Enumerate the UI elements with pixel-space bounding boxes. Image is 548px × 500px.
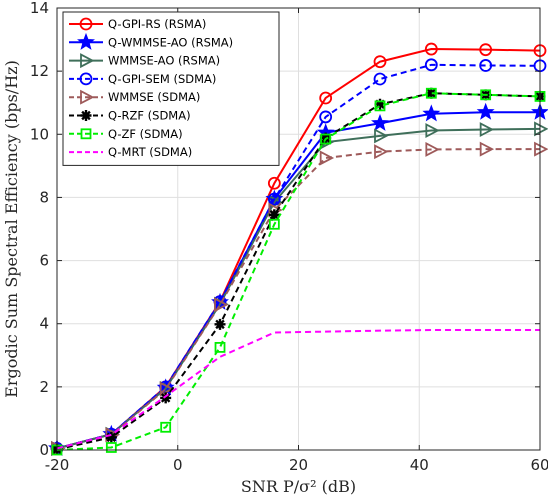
data-point xyxy=(479,43,493,57)
legend: Q-GPI-RS (RSMA) Q-WMMSE-AO (RSMA) WMMSE-AO… xyxy=(62,11,280,166)
data-point xyxy=(479,141,495,157)
data-point xyxy=(267,192,281,206)
x-tick-label: -20 xyxy=(45,456,70,474)
data-point xyxy=(479,122,495,138)
data-point xyxy=(425,123,440,138)
data-point xyxy=(534,121,548,137)
data-point xyxy=(319,110,333,124)
grid xyxy=(56,7,541,451)
data-point xyxy=(425,87,437,99)
data-point xyxy=(160,392,172,404)
data-point xyxy=(80,128,92,140)
data-point xyxy=(480,89,492,101)
data-point xyxy=(371,113,389,131)
legend-box xyxy=(62,11,280,166)
data-point xyxy=(319,91,333,105)
x-tick-label: 20 xyxy=(289,456,308,474)
y-tick-label: 4 xyxy=(39,315,49,333)
data-point xyxy=(320,133,332,145)
data-point xyxy=(80,89,95,105)
series-line xyxy=(56,92,541,451)
data-point xyxy=(80,53,95,69)
legend-entry: Q-ZF (SDMA) xyxy=(69,127,183,141)
x-tick-label: 0 xyxy=(173,456,183,474)
data-point xyxy=(374,144,389,160)
legend-entry: Q-GPI-SEM (SDMA) xyxy=(69,72,216,86)
y-axis: 0 2 4 6 8 10 12 14 xyxy=(30,0,540,459)
data-point xyxy=(77,32,95,50)
legend-label: Q-MRT (SDMA) xyxy=(108,145,192,159)
legend-entry: Q-MRT (SDMA) xyxy=(69,145,192,159)
legend-label: Q-WMMSE-AO (RSMA) xyxy=(108,35,233,49)
y-axis-label: Ergodic Sum Spectral Efficiency (bps/Hz) xyxy=(2,60,21,398)
legend-label: Q-GPI-RS (RSMA) xyxy=(108,17,206,31)
data-point xyxy=(267,176,281,190)
data-point xyxy=(105,442,117,453)
data-point xyxy=(214,297,229,313)
x-axis: -20 0 20 40 60 xyxy=(45,8,548,474)
data-point xyxy=(422,104,441,122)
data-point xyxy=(373,55,387,69)
data-point xyxy=(319,150,335,166)
y-tick-label: 14 xyxy=(30,0,49,17)
series-line xyxy=(56,63,541,450)
data-point xyxy=(268,209,280,221)
legend-label: Q-RZF (SDMA) xyxy=(108,109,191,123)
legend-label: Q-ZF (SDMA) xyxy=(108,127,183,141)
data-point xyxy=(424,42,438,56)
data-point xyxy=(268,218,280,230)
data-point xyxy=(214,318,226,330)
legend-entry: Q-GPI-RS (RSMA) xyxy=(69,17,206,31)
legend-entry: WMMSE (SDMA) xyxy=(69,89,200,105)
data-point xyxy=(479,59,493,72)
data-point xyxy=(476,102,495,120)
data-point xyxy=(80,110,92,121)
series-line xyxy=(56,329,540,450)
data-point xyxy=(159,381,175,397)
legend-entry: WMMSE-AO (RSMA) xyxy=(69,53,220,69)
data-point xyxy=(214,341,226,353)
data-point xyxy=(425,141,440,157)
y-tick-label: 6 xyxy=(39,252,49,270)
data-point xyxy=(374,100,386,112)
y-tick-label: 0 xyxy=(39,441,49,459)
data-point xyxy=(534,141,548,157)
data-point xyxy=(374,128,389,144)
data-point xyxy=(79,72,93,86)
legend-entry: Q-WMMSE-AO (RSMA) xyxy=(69,32,233,50)
series-8 xyxy=(56,329,540,450)
y-tick-label: 10 xyxy=(30,125,49,143)
data-point xyxy=(105,431,117,443)
legend-label: WMMSE-AO (RSMA) xyxy=(108,54,220,68)
y-tick-label: 12 xyxy=(30,62,49,80)
legend-label: Q-GPI-SEM (SDMA) xyxy=(108,72,216,86)
legend-label: WMMSE (SDMA) xyxy=(108,90,200,104)
x-tick-label: 60 xyxy=(530,456,548,474)
data-point xyxy=(373,72,387,86)
series-line xyxy=(56,92,541,451)
y-tick-label: 2 xyxy=(39,378,49,396)
data-point xyxy=(425,87,437,99)
data-point xyxy=(79,17,93,31)
series-line xyxy=(56,148,540,450)
series-layer xyxy=(48,42,548,457)
legend-entry: Q-RZF (SDMA) xyxy=(69,109,191,123)
y-tick-label: 8 xyxy=(39,188,49,206)
data-point xyxy=(424,58,438,72)
data-point xyxy=(374,98,386,110)
x-axis-label: SNR P/σ² (dB) xyxy=(241,477,356,496)
data-point xyxy=(160,421,172,433)
x-tick-label: 40 xyxy=(410,456,429,474)
